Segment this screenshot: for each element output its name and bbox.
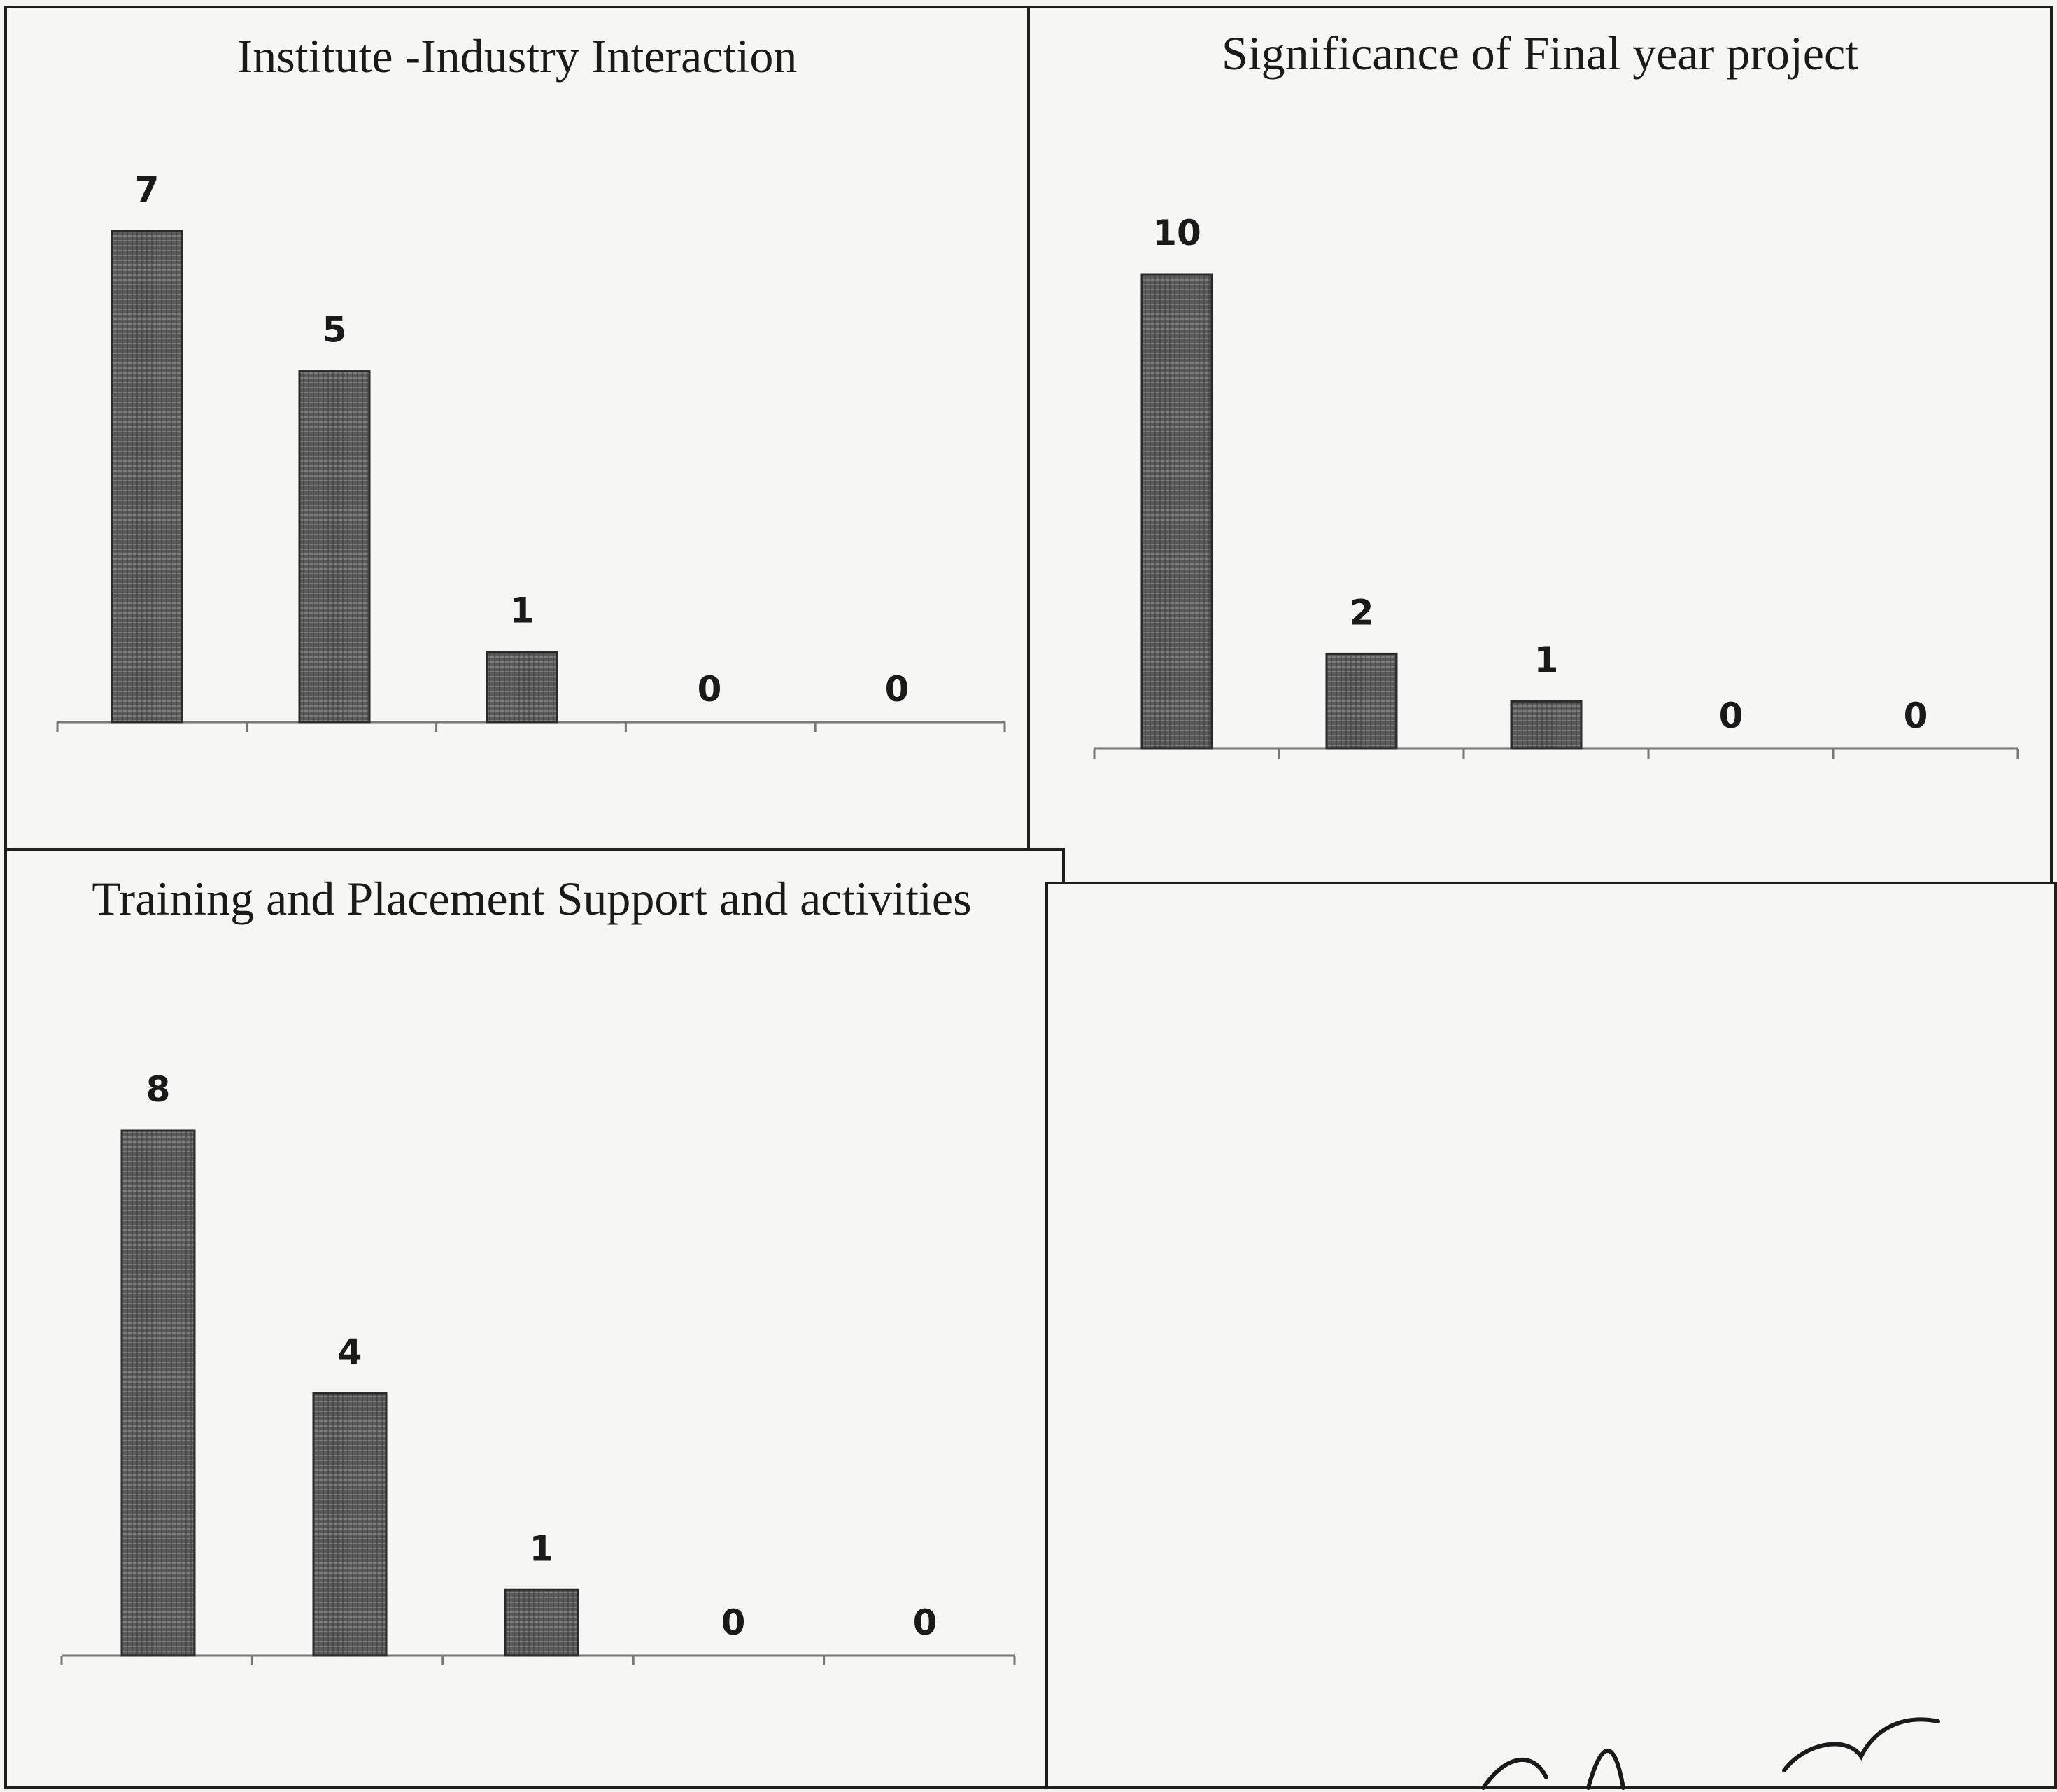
bar-chart-training-placement: 8 4 1 0 0	[60, 1069, 1016, 1665]
bar	[298, 370, 371, 724]
bar	[1510, 700, 1583, 750]
data-label: 0	[698, 669, 722, 710]
signature-mark	[1481, 1717, 1940, 1790]
chart-title: Training and Placement Support and activ…	[92, 872, 972, 925]
bar	[1140, 273, 1213, 750]
bar	[312, 1392, 388, 1657]
data-label: 1	[510, 591, 535, 631]
data-label: 0	[1904, 696, 1928, 736]
data-label: 8	[146, 1069, 171, 1110]
chart-title: Institute -Industry Interaction	[236, 29, 798, 83]
chart-panel-institute-industry: Institute -Industry Interaction 7 5 1 0 0	[4, 6, 1030, 854]
bar	[1325, 652, 1398, 750]
chart-panel-training-placement: Training and Placement Support and activ…	[4, 848, 1065, 1789]
bar	[120, 1129, 196, 1657]
data-label: 0	[721, 1602, 746, 1643]
bar	[504, 1588, 579, 1657]
data-label: 5	[323, 310, 347, 351]
data-label: 2	[1350, 592, 1374, 633]
bar	[486, 651, 558, 724]
bar	[111, 230, 183, 724]
bar-chart-institute-industry: 7 5 1 0 0	[56, 169, 1006, 732]
empty-panel	[1045, 882, 2057, 1789]
data-label: 7	[135, 169, 160, 210]
data-label: 1	[1534, 640, 1559, 680]
data-label: 4	[338, 1332, 362, 1372]
data-label: 0	[913, 1602, 938, 1643]
data-label: 10	[1152, 213, 1201, 253]
data-label: 0	[1719, 696, 1744, 736]
chart-panel-final-year-project: Significance of Final year project 10 2 1 0…	[1027, 6, 2053, 900]
data-label: 1	[530, 1528, 554, 1569]
chart-title: Significance of Final year project	[1221, 27, 1859, 80]
data-label: 0	[885, 669, 910, 710]
